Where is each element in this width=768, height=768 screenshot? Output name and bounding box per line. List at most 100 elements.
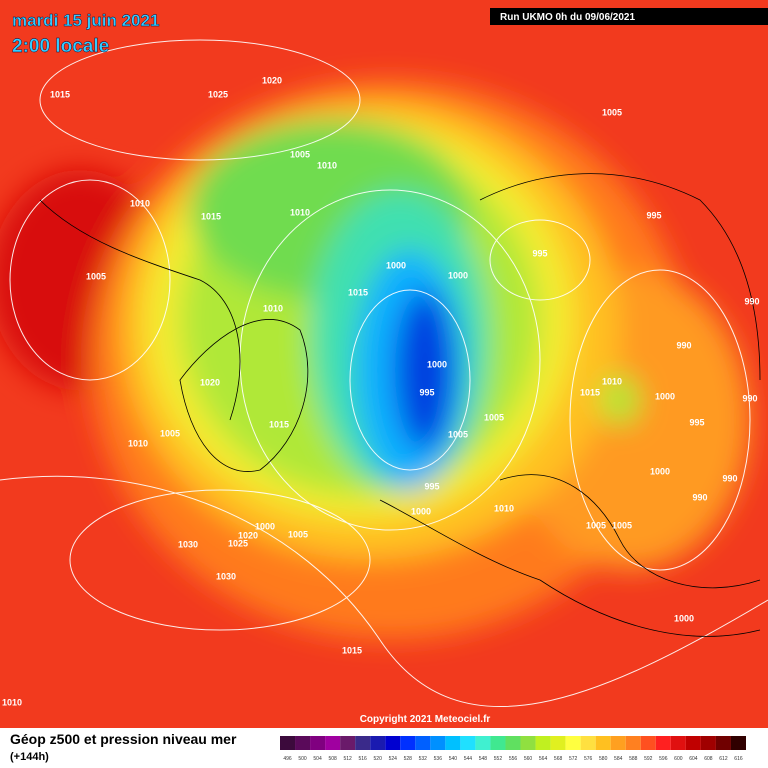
isobar-label: 1030 bbox=[178, 539, 198, 549]
isobar-label: 1020 bbox=[238, 530, 258, 540]
isobar-label: 1005 bbox=[448, 429, 468, 439]
isobar-label: 1020 bbox=[200, 377, 220, 387]
isobars bbox=[0, 39, 768, 708]
isobar-label: 995 bbox=[689, 417, 704, 427]
legend-swatch bbox=[430, 736, 446, 750]
legend-swatch bbox=[640, 736, 656, 750]
legend-swatch bbox=[340, 736, 356, 750]
legend-label: 568 bbox=[554, 756, 563, 762]
isobar-label: 1025 bbox=[208, 89, 228, 99]
legend-swatch bbox=[550, 736, 566, 750]
run-box bbox=[490, 8, 768, 25]
legend-swatch bbox=[490, 736, 506, 750]
run-label: Run UKMO 0h du 09/06/2021 bbox=[500, 12, 635, 23]
isobar-label: 990 bbox=[744, 296, 759, 306]
time-title: 2:00 locale bbox=[12, 36, 109, 57]
isobar-label: 990 bbox=[722, 473, 737, 483]
isobar-label: 1005 bbox=[288, 529, 308, 539]
isobar-label: 1010 bbox=[130, 198, 150, 208]
legend-label: 588 bbox=[629, 756, 638, 762]
isobar-label: 1025 bbox=[228, 538, 248, 548]
legend-label: 600 bbox=[674, 756, 683, 762]
legend-label: 616 bbox=[734, 756, 743, 762]
legend-swatch bbox=[535, 736, 551, 750]
legend-swatch bbox=[325, 736, 341, 750]
isobar-label: 1000 bbox=[427, 359, 447, 369]
legend-swatch bbox=[580, 736, 596, 750]
legend-swatch bbox=[610, 736, 626, 750]
isobar-label: 1000 bbox=[674, 613, 694, 623]
isobar-label: 995 bbox=[424, 481, 439, 491]
isobar-label: 1000 bbox=[650, 466, 670, 476]
legend-label: 552 bbox=[494, 756, 503, 762]
isobar-label: 1005 bbox=[290, 149, 310, 159]
legend-label: 516 bbox=[359, 756, 368, 762]
legend-label: 560 bbox=[524, 756, 533, 762]
isobar-label: 1005 bbox=[586, 520, 606, 530]
isobar-label: 1010 bbox=[128, 438, 148, 448]
legend-swatch bbox=[565, 736, 581, 750]
isobar-label: 1015 bbox=[50, 89, 70, 99]
legend-label: 544 bbox=[464, 756, 473, 762]
isobar-label: 1010 bbox=[317, 160, 337, 170]
lead-time: (+144h) bbox=[10, 751, 49, 763]
legend-label: 532 bbox=[419, 756, 428, 762]
isobar-label: 1005 bbox=[602, 107, 622, 117]
legend-label: 500 bbox=[298, 756, 307, 762]
isobar-label: 1005 bbox=[484, 412, 504, 422]
isobar-label: 1010 bbox=[263, 303, 283, 313]
isobar-label: 1010 bbox=[290, 207, 310, 217]
legend-label: 576 bbox=[584, 756, 593, 762]
legend-swatch bbox=[460, 736, 476, 750]
legend-swatch bbox=[715, 736, 731, 750]
isobar-label: 1015 bbox=[580, 387, 600, 397]
legend-label: 592 bbox=[644, 756, 653, 762]
legend-label: 604 bbox=[689, 756, 698, 762]
legend-label: 524 bbox=[389, 756, 398, 762]
legend-swatch bbox=[730, 736, 746, 750]
legend-label: 496 bbox=[283, 756, 292, 762]
legend-swatch bbox=[310, 736, 326, 750]
legend-label: 540 bbox=[449, 756, 458, 762]
legend-swatch bbox=[445, 736, 461, 750]
isobar-label: 1015 bbox=[201, 211, 221, 221]
legend-label: 580 bbox=[599, 756, 608, 762]
isobar-label: 1010 bbox=[2, 697, 22, 707]
isobar-label: 1010 bbox=[602, 376, 622, 386]
legend-swatch bbox=[295, 736, 311, 750]
date-title: mardi 15 juin 2021 bbox=[12, 11, 159, 30]
isobar-label: 1005 bbox=[612, 520, 632, 530]
isobar-label: 990 bbox=[742, 393, 757, 403]
caption: Géop z500 et pression niveau mer bbox=[10, 731, 237, 747]
legend-label: 520 bbox=[374, 756, 383, 762]
legend-label: 512 bbox=[343, 756, 352, 762]
isobar-label: 1030 bbox=[216, 571, 236, 581]
isobar-label: 1000 bbox=[386, 260, 406, 270]
legend-swatch bbox=[520, 736, 536, 750]
legend-label: 564 bbox=[539, 756, 548, 762]
legend-swatch bbox=[370, 736, 386, 750]
copyright: Copyright 2021 Meteociel.fr bbox=[360, 714, 491, 725]
isobar-label: 1015 bbox=[269, 419, 289, 429]
isobar-label: 990 bbox=[692, 492, 707, 502]
legend-swatch bbox=[685, 736, 701, 750]
legend-label: 556 bbox=[509, 756, 518, 762]
legend-swatch bbox=[595, 736, 611, 750]
isobar-label: 1015 bbox=[342, 645, 362, 655]
isobar-label: 990 bbox=[676, 340, 691, 350]
isobar-label: 1005 bbox=[160, 428, 180, 438]
isobar-label: 1005 bbox=[86, 271, 106, 281]
isobar-label: 1010 bbox=[494, 503, 514, 513]
legend-swatch bbox=[415, 736, 431, 750]
height-field: Run UKMO 0h du 09/06/2021 mardi 15 juin … bbox=[0, 0, 768, 728]
isobar-label: 995 bbox=[532, 248, 547, 258]
legend-swatch bbox=[625, 736, 641, 750]
isobar-label: 1000 bbox=[255, 521, 275, 531]
isobar-label: 1000 bbox=[655, 391, 675, 401]
isobar-label: 995 bbox=[419, 387, 434, 397]
legend-swatch bbox=[475, 736, 491, 750]
legend-swatch bbox=[505, 736, 521, 750]
isobar-label: 995 bbox=[646, 210, 661, 220]
isobar-label: 1000 bbox=[411, 506, 431, 516]
